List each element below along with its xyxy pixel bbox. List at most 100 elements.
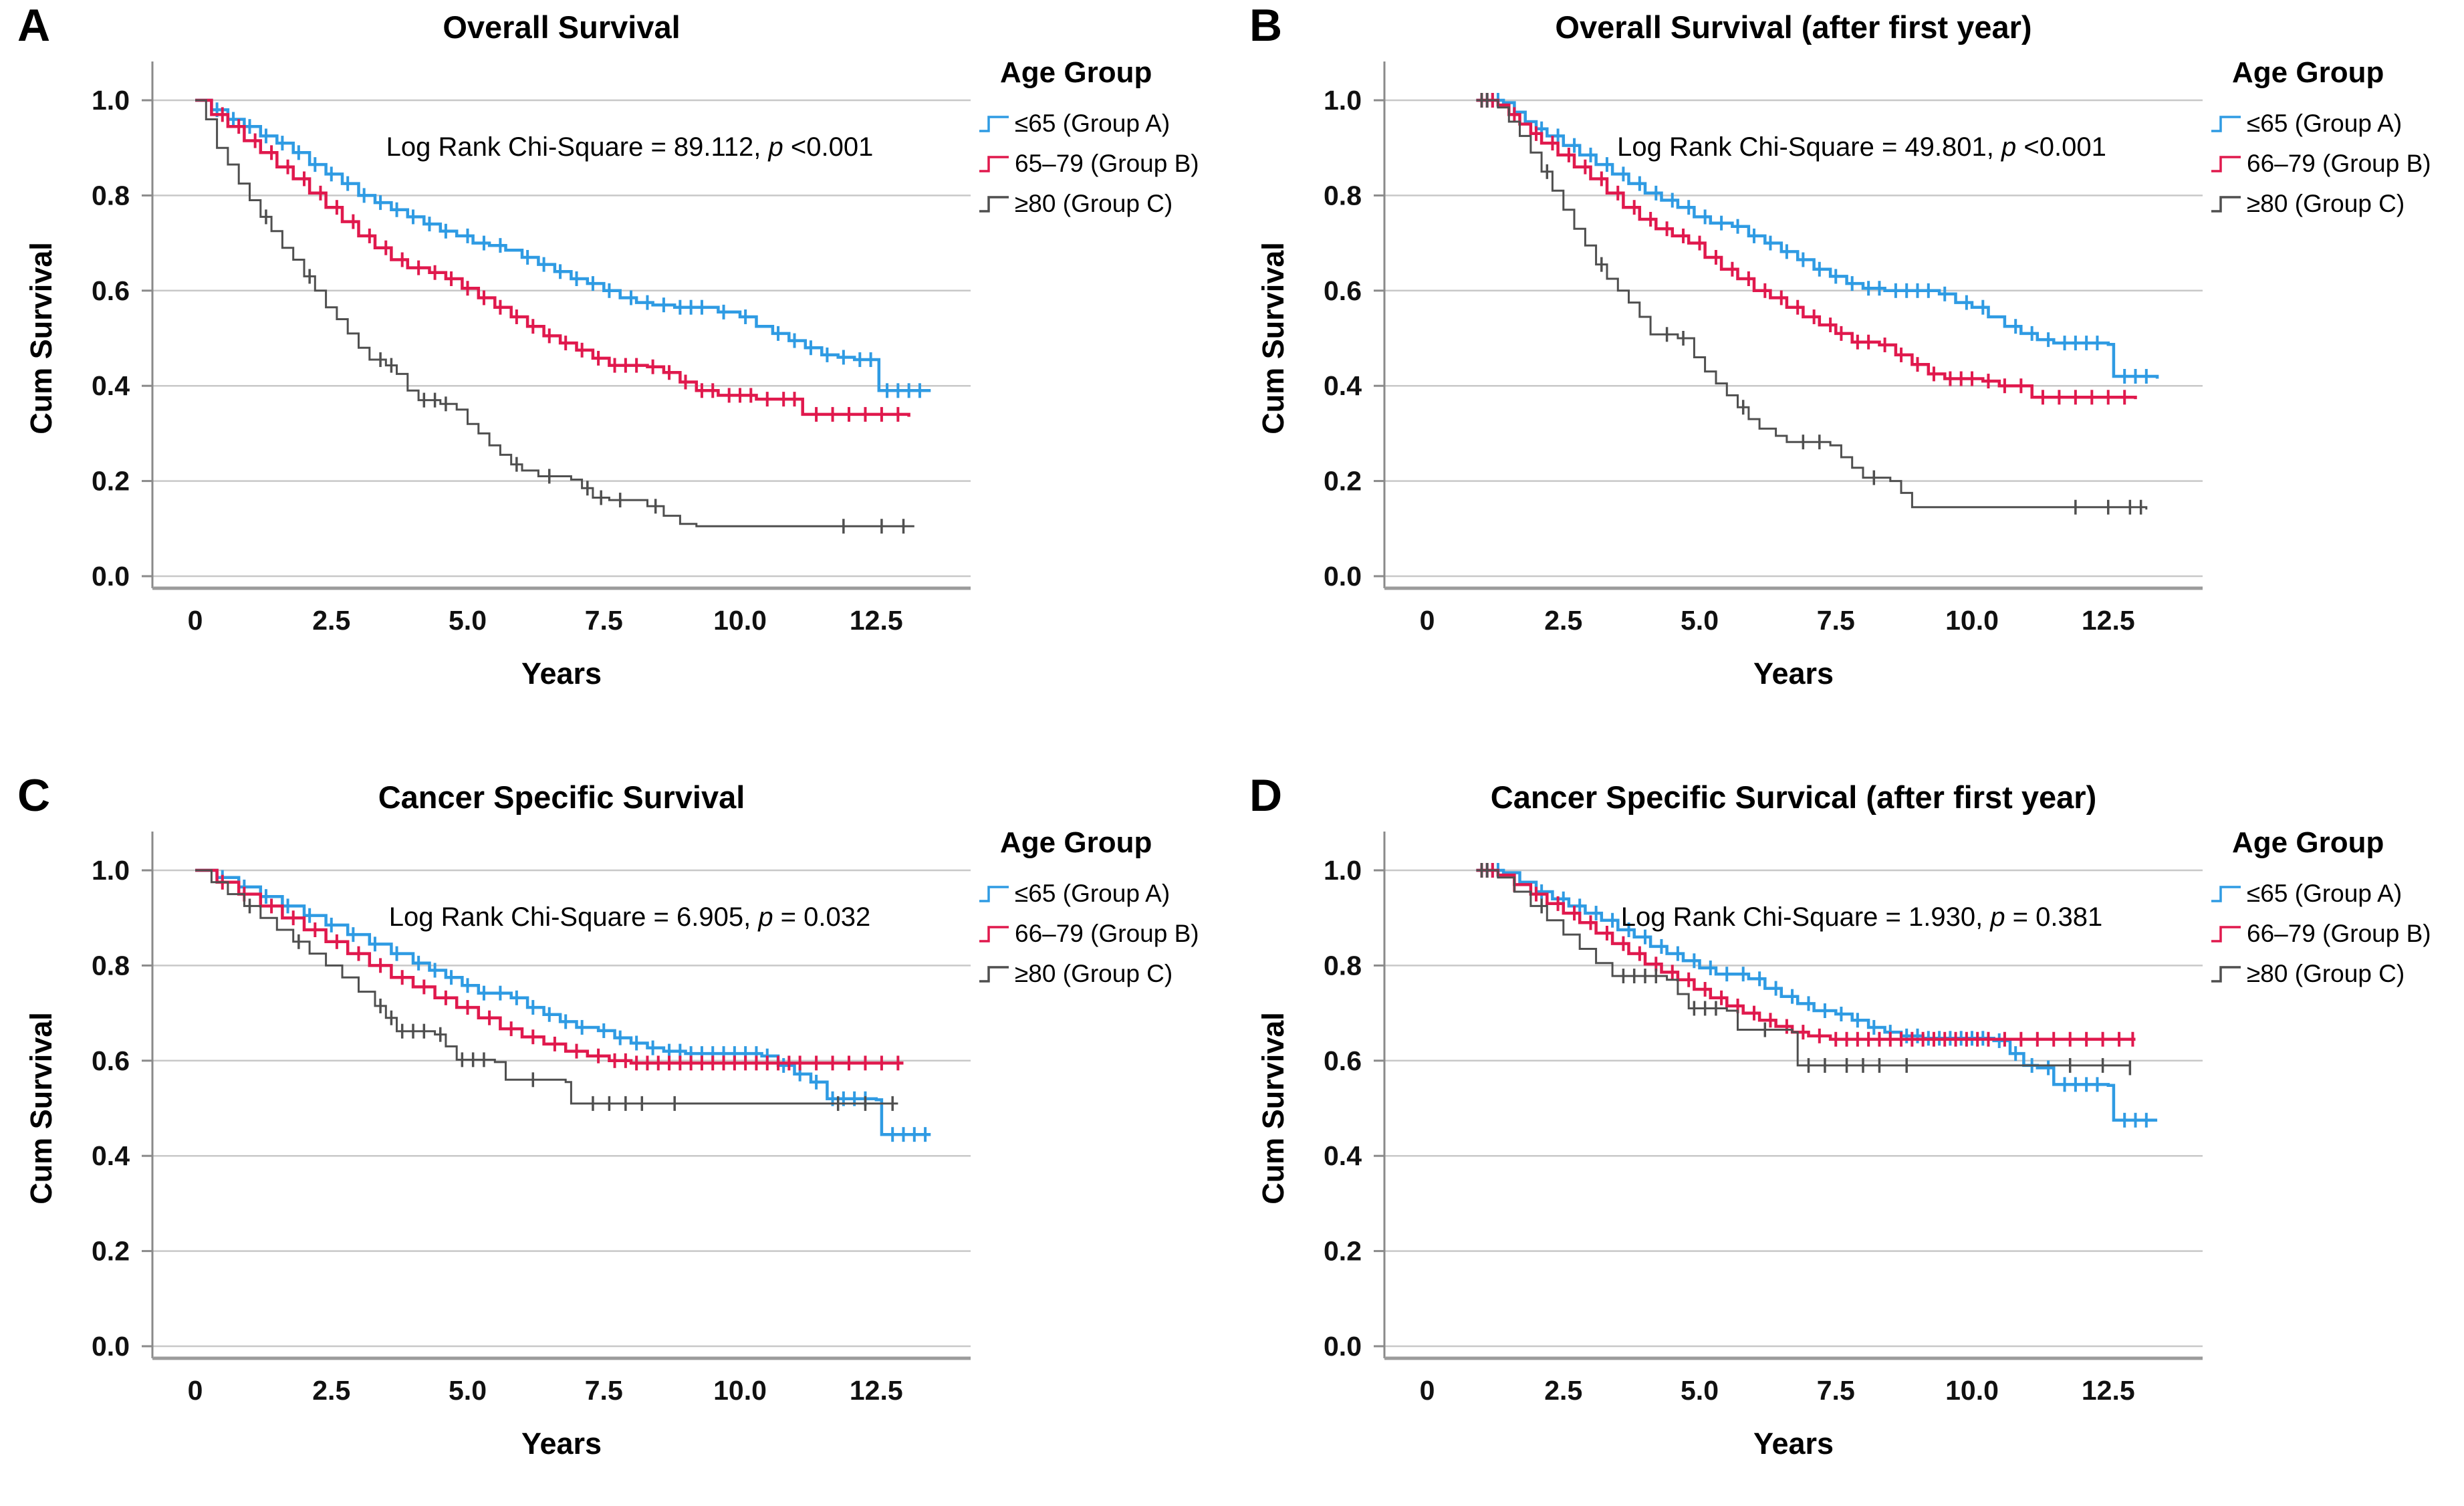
- x-tick-label: 0: [188, 1375, 203, 1406]
- km-curve: [195, 869, 898, 1105]
- km-plot: 1.0 0.8 0.6 0.4 0.2 0.0 0 2.5 5.0 7.5 10.0 12.5: [1324, 832, 2203, 1406]
- legend-item-label: 65–79 (Group B): [1015, 150, 1199, 177]
- legend-item-label: ≥80 (Group C): [2247, 190, 2405, 217]
- legend-title: Age Group: [1000, 826, 1152, 859]
- x-tick-label: 5.0: [449, 605, 487, 636]
- panel-label: B: [1249, 0, 1283, 51]
- km-curve: [195, 98, 931, 392]
- km-step-icon: [2211, 156, 2241, 172]
- legend: Age Group ≤65 (Group A) 65–79 (Group B) …: [977, 56, 1232, 230]
- km-step-icon: [2211, 886, 2241, 902]
- km-curve: [195, 868, 904, 1065]
- annotation-p-value: <0.001: [2016, 132, 2106, 162]
- x-tick-label: 7.5: [585, 605, 623, 636]
- y-tick-label: 0.2: [92, 1236, 130, 1267]
- y-tick-label: 0.6: [1324, 1045, 1362, 1076]
- legend-item: 66–79 (Group B): [2209, 920, 2464, 948]
- y-axis-title: Cum Survival: [24, 1012, 58, 1205]
- km-step-icon: [2211, 966, 2241, 983]
- km-curve: [195, 868, 931, 1136]
- y-tick-label: 0.4: [1324, 370, 1362, 401]
- legend-item-label: ≥80 (Group C): [1015, 960, 1173, 987]
- y-tick-label: 1.0: [92, 855, 130, 886]
- km-curve: [1476, 99, 2148, 510]
- legend-title: Age Group: [1000, 56, 1152, 89]
- x-tick-label: 5.0: [449, 1375, 487, 1406]
- y-tick-label: 0.6: [92, 1045, 130, 1076]
- x-axis-title: Years: [1753, 1426, 1834, 1461]
- x-axis-title: Years: [1753, 656, 1834, 691]
- survival-panel: 1.0 0.8 0.6 0.4 0.2 0.0 0 2.5 5.0 7.5 10.0 12.5 D C…: [1232, 770, 2464, 1506]
- annotation-p-value: <0.001: [783, 132, 874, 162]
- legend-item-label: ≥80 (Group C): [1015, 190, 1173, 217]
- km-curve: [1476, 868, 2158, 1122]
- y-tick-label: 0.4: [92, 370, 130, 401]
- legend-item-label: ≥80 (Group C): [2247, 960, 2405, 987]
- y-tick-label: 0.2: [92, 466, 130, 497]
- legend-item: 65–79 (Group B): [977, 150, 1232, 178]
- x-tick-label: 2.5: [312, 605, 350, 636]
- y-tick-label: 0.8: [92, 180, 130, 211]
- km-step-icon: [979, 156, 1009, 172]
- x-tick-label: 10.0: [713, 605, 767, 636]
- annotation-p-symbol: p: [758, 902, 773, 932]
- x-tick-label: 2.5: [1544, 1375, 1582, 1406]
- legend-item: ≥80 (Group C): [977, 190, 1232, 218]
- x-tick-label: 12.5: [850, 1375, 903, 1406]
- x-tick-label: 7.5: [585, 1375, 623, 1406]
- legend-item-label: ≤65 (Group A): [2247, 110, 2403, 137]
- survival-panel: 1.0 0.8 0.6 0.4 0.2 0.0 0 2.5 5.0 7.5 10.0 12.5 B O…: [1232, 0, 2464, 753]
- legend-item: ≤65 (Group A): [2209, 110, 2464, 138]
- y-tick-label: 0.6: [1324, 275, 1362, 306]
- legend: Age Group ≤65 (Group A) 66–79 (Group B) …: [977, 826, 1232, 1000]
- km-step-icon: [2211, 196, 2241, 213]
- panel-title: Overall Survival (after first year): [1555, 9, 2032, 45]
- panel-title: Cancer Specific Survical (after first ye…: [1490, 779, 2097, 815]
- panel-label: D: [1249, 770, 1283, 821]
- y-tick-label: 0.2: [1324, 466, 1362, 497]
- annotation-prefix: Log Rank Chi-Square = 1.930,: [1620, 902, 1991, 932]
- legend-item: ≥80 (Group C): [2209, 190, 2464, 218]
- x-tick-label: 0: [188, 605, 203, 636]
- y-tick-label: 0.6: [92, 275, 130, 306]
- annotation-p-symbol: p: [768, 132, 783, 162]
- km-curve: [195, 99, 914, 527]
- km-plot: 1.0 0.8 0.6 0.4 0.2 0.0 0 2.5 5.0 7.5 10.0 12.5: [1324, 61, 2203, 636]
- panel-label: C: [17, 770, 51, 821]
- x-tick-label: 7.5: [1817, 1375, 1855, 1406]
- y-axis-title: Cum Survival: [1256, 1012, 1290, 1205]
- legend-item: ≤65 (Group A): [977, 110, 1232, 138]
- x-axis-title: Years: [521, 1426, 602, 1461]
- y-tick-label: 0.0: [1324, 1331, 1362, 1362]
- km-step-icon: [979, 116, 1009, 132]
- y-tick-label: 1.0: [1324, 855, 1362, 886]
- x-tick-label: 0: [1420, 605, 1435, 636]
- panel-title: Overall Survival: [443, 9, 681, 45]
- y-tick-label: 0.4: [1324, 1140, 1362, 1171]
- y-axis-title: Cum Survival: [1256, 242, 1290, 434]
- km-plot: 1.0 0.8 0.6 0.4 0.2 0.0 0 2.5 5.0 7.5 10.0 12.5: [92, 61, 971, 636]
- annotation-p-value: = 0.381: [2005, 902, 2103, 932]
- legend-items: ≤65 (Group A) 65–79 (Group B) ≥80 (Group…: [977, 110, 1232, 218]
- y-tick-label: 0.0: [92, 1331, 130, 1362]
- survival-panel: 1.0 0.8 0.6 0.4 0.2 0.0 0 2.5 5.0 7.5 10.0 12.5 C C…: [0, 770, 1232, 1506]
- y-tick-label: 0.0: [1324, 561, 1362, 592]
- annotation-p-value: = 0.032: [773, 902, 871, 932]
- km-step-icon: [2211, 116, 2241, 132]
- legend-item-label: 66–79 (Group B): [1015, 920, 1199, 947]
- legend: Age Group ≤65 (Group A) 66–79 (Group B) …: [2209, 56, 2464, 230]
- km-step-icon: [979, 966, 1009, 983]
- y-tick-label: 0.2: [1324, 1236, 1362, 1267]
- y-tick-label: 0.8: [92, 950, 130, 981]
- annotation-prefix: Log Rank Chi-Square = 49.801,: [1617, 132, 2001, 162]
- legend-item-label: ≤65 (Group A): [1015, 110, 1171, 137]
- x-axis-title: Years: [521, 656, 602, 691]
- x-tick-label: 10.0: [713, 1375, 767, 1406]
- logrank-annotation: Log Rank Chi-Square = 6.905, p = 0.032: [221, 902, 1039, 932]
- logrank-annotation: Log Rank Chi-Square = 1.930, p = 0.381: [1453, 902, 2271, 932]
- legend-item-label: ≤65 (Group A): [2247, 880, 2403, 907]
- legend-items: ≤65 (Group A) 66–79 (Group B) ≥80 (Group…: [2209, 110, 2464, 218]
- x-tick-label: 2.5: [312, 1375, 350, 1406]
- legend-item: 66–79 (Group B): [2209, 150, 2464, 178]
- legend-items: ≤65 (Group A) 66–79 (Group B) ≥80 (Group…: [977, 880, 1232, 988]
